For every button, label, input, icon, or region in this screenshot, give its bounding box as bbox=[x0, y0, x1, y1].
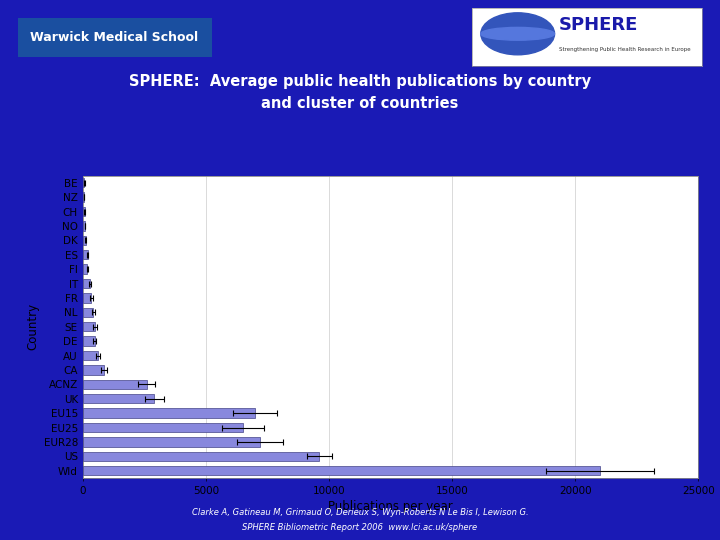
Text: and cluster of countries: and cluster of countries bbox=[261, 96, 459, 111]
Bar bbox=[83, 437, 260, 447]
Text: Strengthening Public Health Research in Europe: Strengthening Public Health Research in … bbox=[559, 47, 690, 52]
Bar bbox=[83, 178, 84, 187]
Y-axis label: Country: Country bbox=[27, 303, 40, 350]
Bar bbox=[83, 221, 85, 231]
Bar bbox=[83, 279, 90, 288]
Bar bbox=[83, 308, 93, 317]
X-axis label: Publications per year: Publications per year bbox=[328, 500, 453, 512]
Text: SPHERE Bibliometric Report 2006  www.lci.ac.uk/sphere: SPHERE Bibliometric Report 2006 www.lci.… bbox=[243, 523, 477, 532]
Bar bbox=[83, 250, 88, 259]
Bar bbox=[83, 380, 147, 389]
Text: Clarke A, Gatineau M, Grimaud O, Derieux S, Wyn-Roberts N Le Bis I, Lewison G.: Clarke A, Gatineau M, Grimaud O, Derieux… bbox=[192, 508, 528, 517]
Ellipse shape bbox=[481, 13, 554, 55]
Bar bbox=[83, 207, 85, 216]
Bar bbox=[83, 408, 255, 418]
Bar bbox=[83, 351, 98, 360]
Bar bbox=[83, 235, 86, 245]
Bar bbox=[83, 293, 91, 302]
Bar bbox=[83, 192, 84, 202]
Text: SPHERE:  Average public health publications by country: SPHERE: Average public health publicatio… bbox=[129, 74, 591, 89]
Text: Warwick Medical School: Warwick Medical School bbox=[30, 31, 198, 44]
Bar bbox=[83, 466, 600, 475]
Bar bbox=[83, 451, 319, 461]
Ellipse shape bbox=[481, 28, 554, 40]
Bar bbox=[83, 322, 95, 332]
Bar bbox=[83, 394, 154, 403]
Bar bbox=[83, 365, 104, 375]
Bar bbox=[83, 423, 243, 432]
Text: SPHERE: SPHERE bbox=[559, 16, 639, 34]
Bar bbox=[83, 336, 94, 346]
Bar bbox=[83, 265, 87, 274]
